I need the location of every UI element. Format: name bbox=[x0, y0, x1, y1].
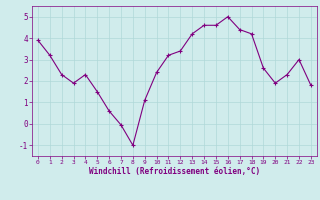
X-axis label: Windchill (Refroidissement éolien,°C): Windchill (Refroidissement éolien,°C) bbox=[89, 167, 260, 176]
